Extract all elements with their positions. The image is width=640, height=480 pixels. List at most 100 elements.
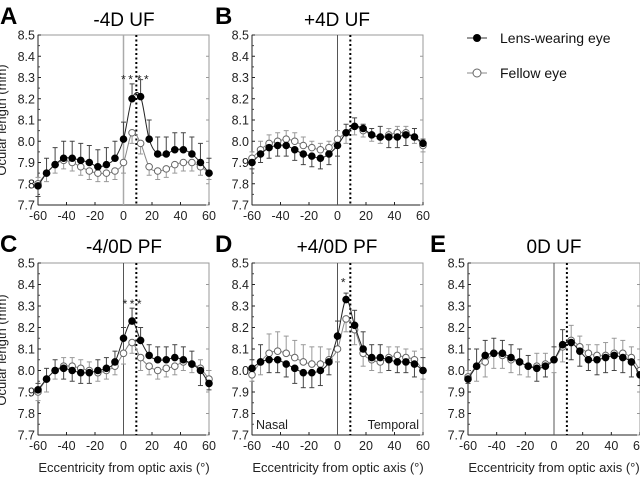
data-point-filled [472, 362, 481, 371]
series-lens-wearing-eye [248, 117, 427, 170]
x-tick-label: -60 [29, 209, 47, 223]
x-tick-label: -40 [488, 439, 506, 453]
data-point-filled [316, 154, 325, 163]
data-point-open [171, 160, 179, 169]
data-point-filled [265, 143, 273, 152]
data-point-filled [102, 160, 111, 169]
data-point-filled [627, 358, 636, 366]
data-point-open [265, 349, 273, 358]
data-point-filled [102, 364, 111, 373]
data-point-open [188, 158, 196, 167]
data-point-filled [350, 122, 359, 131]
data-point-filled [419, 139, 427, 148]
data-point-filled [610, 351, 619, 360]
series-lens-wearing-eye [248, 292, 427, 389]
data-point-filled [524, 362, 533, 371]
y-tick-label: 7.8 [232, 177, 249, 191]
x-tick-label: -60 [243, 439, 261, 453]
data-point-open [333, 345, 342, 353]
panel-letter: D [215, 231, 232, 258]
y-tick-label: 8.0 [232, 364, 249, 378]
data-point-filled [248, 364, 256, 373]
y-tick-label: 8.3 [232, 71, 249, 85]
data-point-filled [94, 162, 102, 171]
significance-star: * [128, 73, 133, 87]
panel-title: +4/0D PF [297, 237, 378, 258]
data-point-open [316, 145, 325, 154]
data-point-filled [541, 362, 550, 371]
data-point-open [273, 347, 282, 355]
y-tick-label: 8.3 [448, 300, 465, 314]
y-tick-label: 7.7 [232, 429, 249, 443]
x-tick-label: 20 [359, 439, 373, 453]
data-point-open [136, 139, 145, 148]
data-point-filled [385, 355, 393, 364]
data-point-open [584, 349, 593, 358]
y-tick-label: 8.2 [448, 321, 465, 335]
x-tick-label: 40 [174, 439, 188, 453]
series-lens-wearing-eye [34, 79, 213, 197]
data-point-filled [498, 349, 507, 358]
data-point-filled [410, 360, 419, 368]
data-point-filled [85, 368, 94, 377]
data-point-filled [145, 135, 153, 143]
y-tick-label: 8.1 [448, 343, 465, 357]
x-tick-label: -20 [86, 209, 104, 223]
data-point-filled [111, 358, 119, 366]
data-point-filled [299, 368, 308, 377]
data-point-filled [593, 355, 601, 364]
data-point-filled [42, 169, 51, 177]
data-point-open [162, 364, 171, 373]
data-point-filled [196, 158, 205, 167]
x-tick-label: 60 [416, 209, 430, 223]
data-point-filled [119, 135, 128, 143]
data-point-filled [402, 131, 410, 139]
x-axis-label-e: Eccentricity from optic axis (°) [468, 460, 639, 475]
data-point-filled [51, 160, 59, 169]
x-tick-label: -20 [86, 439, 104, 453]
data-point-filled [171, 145, 179, 154]
y-tick-label: 7.8 [448, 407, 465, 421]
panel-title: -4D UF [93, 10, 154, 31]
data-point-filled [393, 133, 402, 141]
y-tick-label: 8.0 [18, 364, 35, 378]
data-point-filled [171, 353, 179, 362]
annotation-temporal: Temporal [368, 418, 419, 432]
data-point-filled [333, 332, 342, 340]
legend-label-fellow: Fellow eye [500, 65, 567, 81]
data-point-filled [282, 360, 291, 368]
data-point-filled [68, 154, 76, 163]
data-point-filled [145, 351, 153, 360]
y-tick-label: 7.9 [18, 156, 35, 170]
data-point-open [119, 158, 128, 167]
data-point-filled [490, 349, 498, 358]
y-tick-label: 8.1 [18, 114, 35, 128]
legend-marker-open-circle [472, 68, 482, 78]
x-tick-label: -40 [271, 209, 289, 223]
y-tick-label: 8.5 [18, 29, 35, 43]
data-point-open [342, 315, 350, 323]
y-tick-label: 7.9 [18, 386, 35, 400]
x-tick-label: 0 [551, 439, 558, 453]
x-tick-label: 60 [202, 209, 216, 223]
data-point-filled [188, 360, 196, 368]
y-tick-label: 8.4 [18, 50, 35, 64]
x-tick-label: 0 [334, 439, 341, 453]
x-axis-label-d: Eccentricity from optic axis (°) [252, 460, 423, 475]
data-point-filled [619, 353, 627, 362]
data-point-open [153, 366, 162, 375]
data-point-open [179, 158, 188, 167]
data-point-filled [558, 340, 567, 349]
data-point-open [282, 349, 291, 358]
panel-letter: C [0, 231, 17, 258]
data-point-filled [128, 317, 136, 325]
x-tick-label: -60 [29, 439, 47, 453]
data-point-filled [273, 355, 282, 364]
data-point-filled [601, 353, 610, 362]
panel-title: 0D UF [527, 237, 582, 258]
y-tick-label: 8.0 [232, 135, 249, 149]
data-point-open [299, 141, 308, 150]
significance-star: * [130, 297, 135, 311]
y-tick-label: 7.7 [18, 429, 35, 443]
data-point-open [102, 169, 111, 177]
